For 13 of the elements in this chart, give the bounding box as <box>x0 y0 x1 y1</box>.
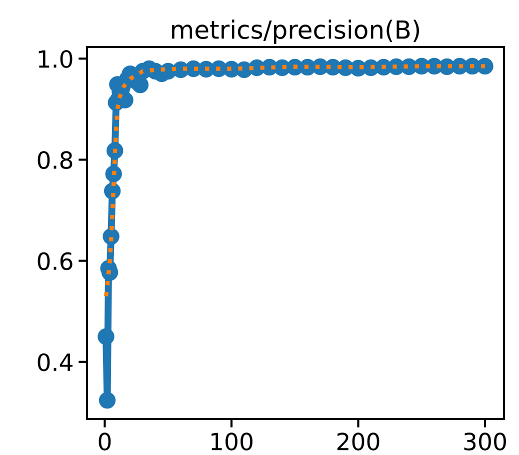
y-tick-label: 0.6 <box>38 252 72 270</box>
y-tick-label: 1.0 <box>38 50 72 68</box>
x-tick-label: 100 <box>212 432 252 450</box>
y-tick-label: 0.4 <box>38 353 72 372</box>
x-tick-label: 300 <box>464 432 506 450</box>
x-tick-label: 200 <box>337 432 380 450</box>
y-tick-label: 0.8 <box>38 151 72 170</box>
point <box>105 166 122 182</box>
x-tick-label: 0 <box>98 432 111 450</box>
point <box>106 142 124 159</box>
point <box>98 392 116 409</box>
point <box>98 328 114 345</box>
chart-title: metrics/precision(B) <box>172 20 420 44</box>
